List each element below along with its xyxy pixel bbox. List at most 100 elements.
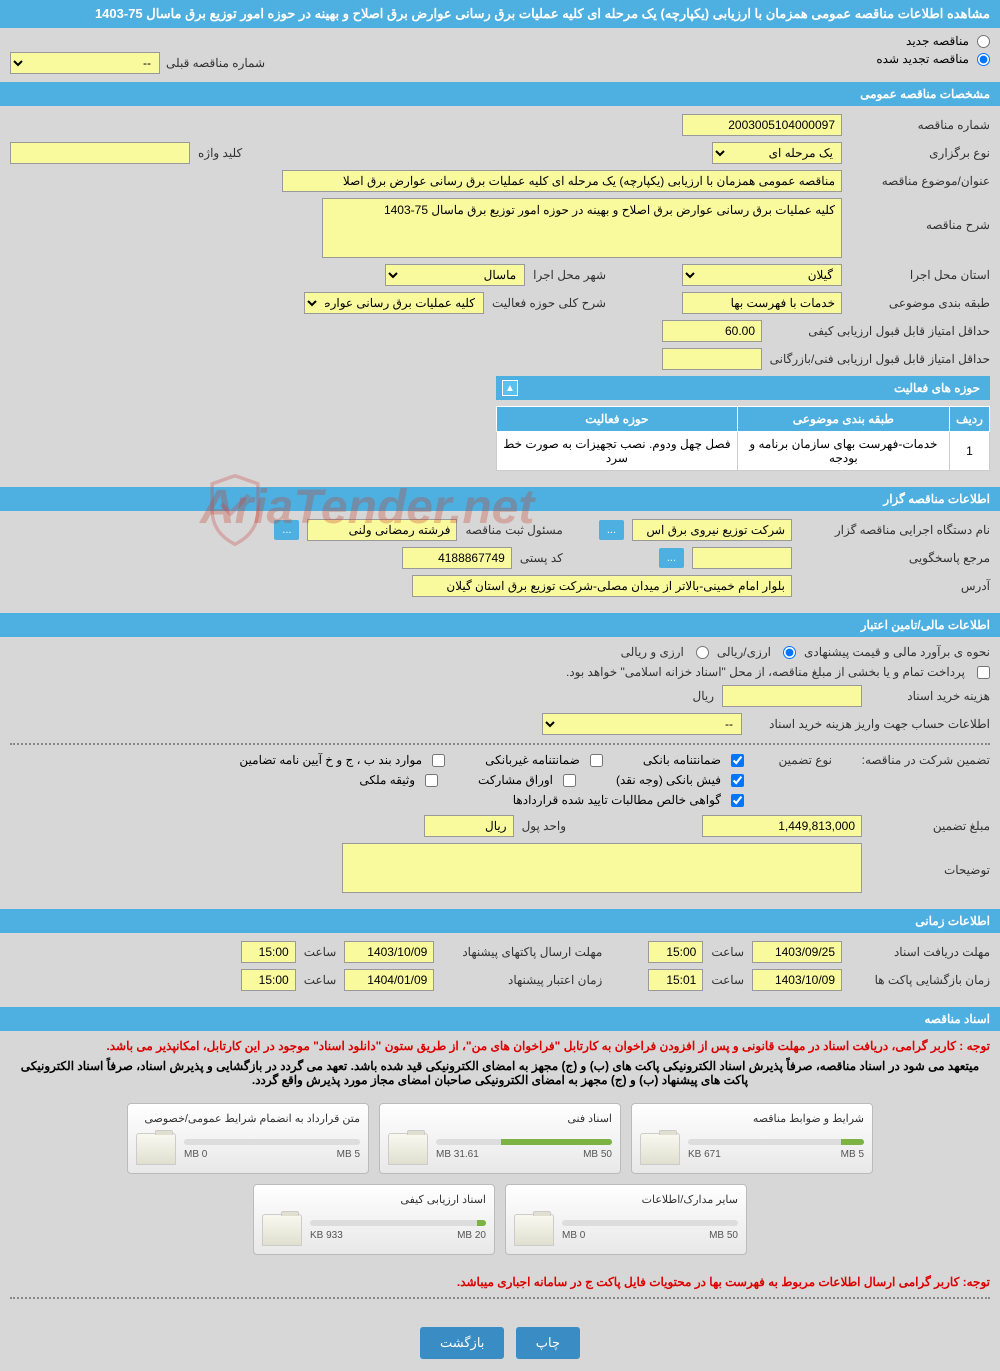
page-title: مشاهده اطلاعات مناقصه عمومی همزمان با ار… bbox=[95, 6, 990, 21]
address-field: بلوار امام خمینی-بالاتر از میدان مصلی-شر… bbox=[412, 575, 792, 597]
section-docs: اسناد مناقصه bbox=[0, 1007, 1000, 1031]
docs-note2: میتعهد می شود در اسناد مناقصه، صرفاً پذی… bbox=[10, 1059, 990, 1087]
min-qual-field: 60.00 bbox=[662, 320, 762, 342]
city-label: شهر محل اجرا bbox=[533, 268, 606, 282]
payment-note: پرداخت تمام و یا بخشی از مبلغ مناقصه، از… bbox=[566, 665, 965, 679]
file-boxes-container: شرایط و ضوابط مناقصه 5 MB671 KB اسناد فن… bbox=[10, 1093, 990, 1265]
radio-arz-rial[interactable] bbox=[696, 646, 709, 659]
cost-label: هزینه خرید اسناد bbox=[870, 689, 990, 703]
file-box[interactable]: متن قرارداد به انضمام شرایط عمومی/خصوصی … bbox=[127, 1103, 369, 1174]
page-header: مشاهده اطلاعات مناقصه عمومی همزمان با ار… bbox=[0, 0, 1000, 28]
unit-field: ریال bbox=[424, 815, 514, 837]
cb-bank-guarantee[interactable] bbox=[731, 754, 744, 767]
title-field: مناقصه عمومی همزمان با ارزیابی (یکپارچه)… bbox=[282, 170, 842, 192]
radio-rial[interactable] bbox=[783, 646, 796, 659]
activity-table-title: حوزه های فعالیت ▲ bbox=[496, 376, 990, 400]
amount-label: مبلغ تضمین bbox=[870, 819, 990, 833]
postal-label: کد پستی bbox=[520, 551, 563, 565]
progress-fill bbox=[501, 1139, 612, 1145]
keyword-field bbox=[10, 142, 190, 164]
collapse-icon[interactable]: ▲ bbox=[502, 380, 518, 396]
activity-select[interactable]: کلیه عملیات برق رسانی عوارض برق اصلاح و … bbox=[304, 292, 484, 314]
divider bbox=[10, 743, 990, 745]
time-label-3: ساعت bbox=[711, 973, 744, 987]
activity-label: شرح کلی حوزه فعالیت bbox=[492, 296, 606, 310]
tender-number-label: شماره مناقصه bbox=[850, 118, 990, 132]
section-financial: اطلاعات مالی/تامین اعتبار bbox=[0, 613, 1000, 637]
account-label: اطلاعات حساب جهت واریز هزینه خرید اسناد bbox=[750, 717, 990, 731]
divider bbox=[10, 1297, 990, 1299]
section-timing: اطلاعات زمانی bbox=[0, 909, 1000, 933]
org-more-button[interactable]: ... bbox=[599, 520, 624, 540]
radio-renewed-tender[interactable] bbox=[977, 53, 990, 66]
prev-tender-label: شماره مناقصه قبلی bbox=[166, 56, 265, 70]
guarantee-label: تضمین شرکت در مناقصه: bbox=[840, 753, 990, 767]
org-field: شرکت توزیع نیروی برق اس bbox=[632, 519, 792, 541]
ref-more-button[interactable]: ... bbox=[659, 548, 684, 568]
table-row: 1 خدمات-فهرست بهای سازمان برنامه و بودجه… bbox=[497, 432, 990, 471]
cb-receivables[interactable] bbox=[731, 794, 744, 807]
keyword-label: کلید واژه bbox=[198, 146, 242, 160]
cb-regulation[interactable] bbox=[432, 754, 445, 767]
radio-new-label: مناقصه جدید bbox=[906, 34, 969, 48]
file-box[interactable]: شرایط و ضوابط مناقصه 5 MB671 KB bbox=[631, 1103, 873, 1174]
receive-time: 15:00 bbox=[648, 941, 703, 963]
cb-cash[interactable] bbox=[731, 774, 744, 787]
account-select[interactable]: -- bbox=[542, 713, 742, 735]
radio-new-tender[interactable] bbox=[977, 35, 990, 48]
cb-nonbank[interactable] bbox=[590, 754, 603, 767]
amount-field: 1,449,813,000 bbox=[702, 815, 862, 837]
notes-field bbox=[342, 843, 862, 893]
min-qual-label: حداقل امتیاز قابل قبول ارزیابی کیفی bbox=[770, 324, 990, 338]
guarantee-type-label: نوع تضمین bbox=[752, 753, 832, 767]
send-time: 15:00 bbox=[241, 941, 296, 963]
cb-bonds[interactable] bbox=[563, 774, 576, 787]
class-field: خدمات با فهرست بها bbox=[682, 292, 842, 314]
receive-date: 1403/09/25 bbox=[752, 941, 842, 963]
folder-icon bbox=[136, 1133, 176, 1165]
reg-label: مسئول ثبت مناقصه bbox=[465, 523, 562, 537]
send-date: 1403/10/09 bbox=[344, 941, 434, 963]
radio-renewed-label: مناقصه تجدید شده bbox=[876, 52, 969, 66]
time-label-4: ساعت bbox=[304, 973, 337, 987]
section-general: مشخصات مناقصه عمومی bbox=[0, 82, 1000, 106]
watermark-shield-icon bbox=[200, 470, 270, 550]
cost-unit: ریال bbox=[692, 689, 714, 703]
validity-date: 1404/01/09 bbox=[344, 969, 434, 991]
back-button[interactable]: بازگشت bbox=[420, 1327, 504, 1359]
file-title: اسناد ارزیابی کیفی bbox=[262, 1193, 486, 1206]
province-label: استان محل اجرا bbox=[850, 268, 990, 282]
method-opt2: ارزی و ریالی bbox=[621, 645, 684, 659]
prev-tender-select[interactable]: -- bbox=[10, 52, 160, 74]
file-title: متن قرارداد به انضمام شرایط عمومی/خصوصی bbox=[136, 1112, 360, 1125]
col-row: ردیف bbox=[950, 407, 990, 432]
cost-field bbox=[722, 685, 862, 707]
file-box[interactable]: سایر مدارک/اطلاعات 50 MB0 MB bbox=[505, 1184, 747, 1255]
file-box[interactable]: اسناد فنی 50 MB31.61 MB bbox=[379, 1103, 621, 1174]
progress-fill bbox=[841, 1139, 864, 1145]
type-select[interactable]: یک مرحله ای bbox=[712, 142, 842, 164]
city-select[interactable]: ماسال bbox=[385, 264, 525, 286]
reg-field: فرشته رمضانی ولنی bbox=[307, 519, 457, 541]
col-activity: حوزه فعالیت bbox=[497, 407, 738, 432]
open-label: زمان بازگشایی پاکت ها bbox=[850, 973, 990, 987]
file-box[interactable]: اسناد ارزیابی کیفی 20 MB933 KB bbox=[253, 1184, 495, 1255]
folder-icon bbox=[262, 1214, 302, 1246]
treasury-checkbox[interactable] bbox=[977, 666, 990, 679]
cb-property[interactable] bbox=[425, 774, 438, 787]
section-tenderer: اطلاعات مناقصه گزار bbox=[0, 487, 1000, 511]
unit-label: واحد پول bbox=[522, 819, 566, 833]
postal-field: 4188867749 bbox=[402, 547, 512, 569]
org-label: نام دستگاه اجرایی مناقصه گزار bbox=[800, 523, 990, 537]
province-select[interactable]: گیلان bbox=[682, 264, 842, 286]
desc-field: کلیه عملیات برق رسانی عوارض برق اصلاح و … bbox=[322, 198, 842, 258]
progress-fill bbox=[477, 1220, 486, 1226]
receive-label: مهلت دریافت اسناد bbox=[850, 945, 990, 959]
reg-more-button[interactable]: ... bbox=[274, 520, 299, 540]
validity-time: 15:00 bbox=[241, 969, 296, 991]
docs-note1: توجه : کاربر گرامی، دریافت اسناد در مهلت… bbox=[10, 1039, 990, 1053]
validity-label: زمان اعتبار پیشنهاد bbox=[442, 973, 602, 987]
print-button[interactable]: چاپ bbox=[516, 1327, 580, 1359]
method-opt1: ارزی/ریالی bbox=[717, 645, 771, 659]
file-title: سایر مدارک/اطلاعات bbox=[514, 1193, 738, 1206]
